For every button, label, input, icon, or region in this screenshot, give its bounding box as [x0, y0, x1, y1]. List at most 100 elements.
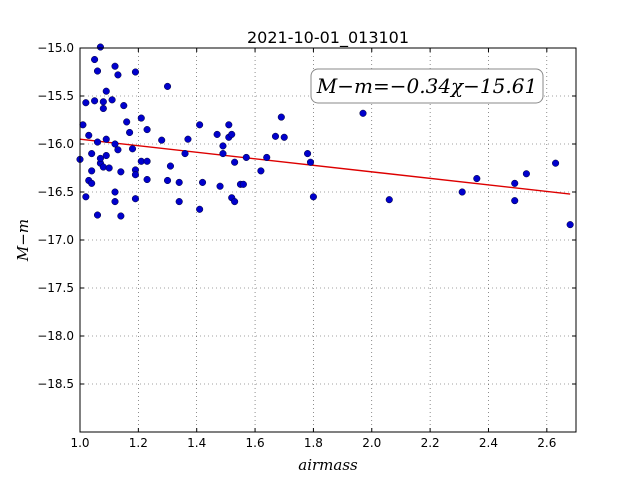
data-point: [88, 167, 96, 175]
data-point: [99, 98, 107, 106]
data-point: [213, 130, 221, 138]
data-point: [111, 62, 119, 70]
y-tick-label: −15.5: [37, 89, 74, 103]
x-tick-label: 2.6: [537, 436, 556, 450]
grid-lines: [79, 47, 576, 432]
data-point: [242, 153, 250, 161]
fit-line-layer: [79, 138, 571, 195]
data-point: [96, 43, 104, 51]
data-point: [137, 114, 145, 122]
data-point: [196, 205, 204, 213]
data-point: [123, 118, 131, 126]
data-point: [91, 97, 99, 105]
data-point: [522, 170, 530, 178]
data-point: [143, 175, 151, 184]
data-point: [184, 135, 192, 143]
x-tick-label: 2.2: [421, 436, 440, 450]
data-point: [219, 150, 227, 158]
data-point: [114, 146, 122, 154]
x-tick-label: 1.0: [70, 436, 89, 450]
data-point: [79, 121, 87, 129]
data-points: [76, 43, 574, 229]
y-axis-ticks: −15.0 −15.5 −16.0 −16.5 −17.0 −17.5 −18.0 −18.5: [37, 41, 576, 391]
y-tick-label: −17.5: [37, 281, 74, 295]
data-point: [263, 153, 271, 161]
data-point: [231, 158, 239, 166]
data-point: [225, 121, 233, 129]
data-point: [96, 154, 104, 162]
data-point: [128, 145, 137, 153]
data-point: [91, 55, 99, 64]
y-tick-label: −17.0: [37, 233, 74, 247]
data-point: [198, 178, 207, 186]
data-point: [511, 197, 519, 205]
data-point: [102, 135, 110, 143]
data-point: [93, 67, 102, 75]
data-point: [228, 130, 236, 138]
chart-title: 2021-10-01_013101: [247, 28, 409, 48]
x-tick-label: 1.8: [304, 436, 323, 450]
data-point: [304, 150, 312, 158]
data-point: [117, 212, 125, 220]
data-point: [309, 193, 317, 201]
fit-line: [79, 138, 571, 195]
data-point: [120, 102, 128, 110]
data-point: [82, 193, 90, 201]
data-point: [143, 126, 151, 134]
x-tick-label: 2.4: [479, 436, 498, 450]
data-point: [163, 176, 172, 185]
data-point: [111, 140, 119, 148]
data-point: [175, 178, 183, 186]
x-tick-label: 1.4: [187, 436, 206, 450]
data-point: [231, 198, 239, 206]
data-point: [566, 221, 574, 229]
y-tick-label: −18.0: [37, 329, 74, 343]
data-point: [102, 87, 110, 95]
data-point: [257, 167, 265, 175]
annotation-box: [310, 68, 544, 104]
data-point: [458, 188, 466, 196]
data-point: [93, 138, 102, 146]
data-point: [131, 171, 139, 179]
data-point: [105, 164, 113, 172]
data-point: [552, 159, 560, 167]
fit-annotation: M−m=−0.34χ−15.61: [310, 68, 544, 104]
data-point: [99, 163, 107, 171]
data-point: [111, 188, 119, 196]
data-point: [239, 180, 247, 188]
data-point: [93, 211, 102, 219]
y-tick-label: −15.0: [37, 41, 74, 55]
data-point: [117, 168, 125, 176]
data-point: [88, 179, 96, 187]
data-point: [216, 182, 224, 190]
data-point: [82, 99, 90, 107]
y-tick-label: −16.5: [37, 185, 74, 199]
data-point: [88, 150, 96, 158]
data-point: [359, 109, 367, 117]
data-point: [126, 128, 134, 137]
data-point: [143, 157, 151, 165]
data-point: [102, 151, 110, 160]
data-point: [473, 175, 481, 183]
data-point: [131, 195, 139, 203]
data-point: [114, 71, 122, 79]
data-point: [99, 104, 107, 113]
data-point: [158, 136, 166, 144]
data-point: [166, 162, 174, 170]
x-axis-ticks: 1.0 1.2 1.4 1.6 1.8 2.0 2.2 2.4 2.6: [70, 48, 556, 450]
annotation-text: M−m=−0.34χ−15.61: [316, 74, 537, 98]
x-tick-label: 2.0: [362, 436, 381, 450]
data-point: [108, 96, 116, 104]
x-tick-label: 1.2: [129, 436, 148, 450]
data-point: [306, 158, 315, 166]
data-point: [175, 198, 183, 206]
data-point: [196, 121, 204, 129]
data-point: [280, 133, 288, 141]
data-point: [511, 179, 519, 187]
data-point: [163, 82, 172, 90]
data-point: [85, 131, 93, 139]
x-tick-label: 1.6: [246, 436, 265, 450]
data-point: [271, 132, 280, 140]
data-point: [131, 68, 139, 76]
